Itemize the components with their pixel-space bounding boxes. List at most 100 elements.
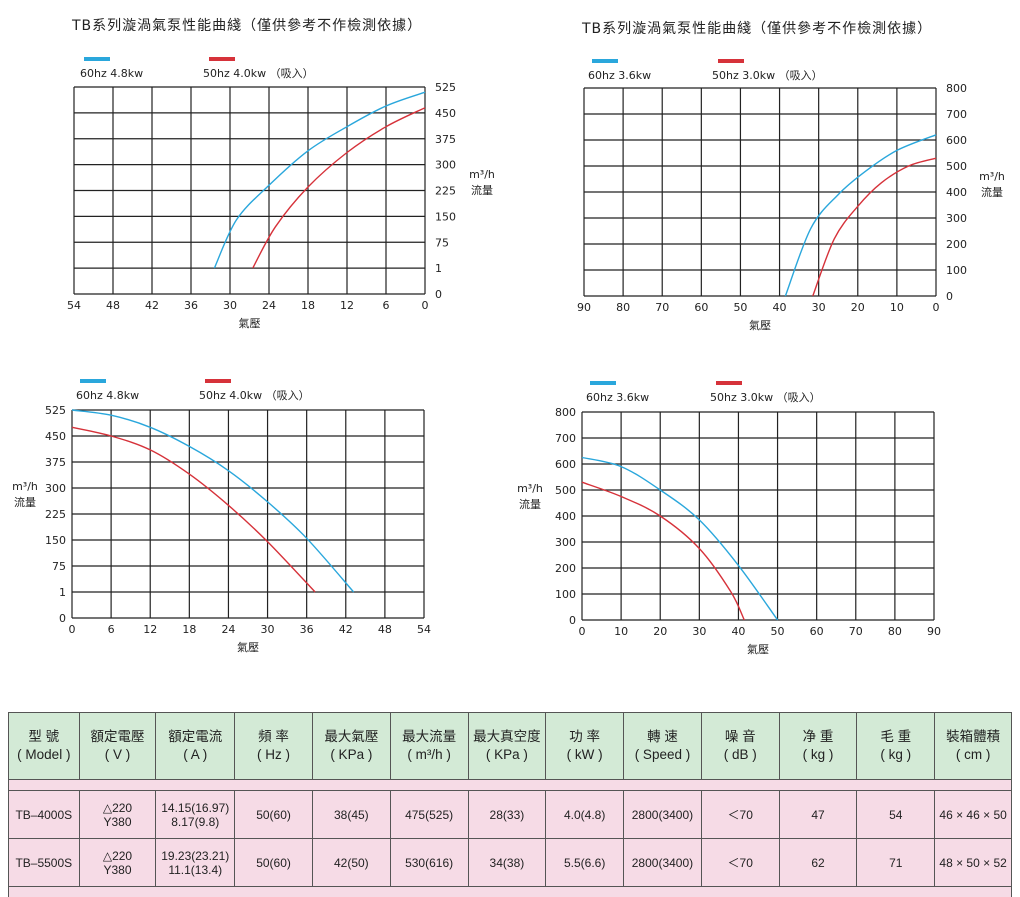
x-tick-label: 42 bbox=[339, 623, 353, 636]
y-tick-label: 375 bbox=[45, 456, 66, 469]
cell-noise: ＜70 bbox=[700, 838, 780, 887]
y-tick-label: 300 bbox=[555, 536, 576, 549]
col-voltage: 額定電壓( V ) bbox=[78, 712, 157, 780]
series-line-60hz bbox=[784, 134, 937, 297]
x-tick-label: 24 bbox=[262, 299, 276, 312]
spec-table-header: 型 號( Model ) 額定電壓( V ) 額定電流( A ) 頻 率( Hz… bbox=[8, 712, 1012, 780]
series-line-60hz bbox=[581, 456, 779, 621]
cell-net-weight: 47 bbox=[778, 790, 858, 839]
y-tick-label: 700 bbox=[555, 432, 576, 445]
cell-box-volume: 48 × 50 × 52 bbox=[934, 838, 1012, 887]
y-axis-label: 流量 bbox=[471, 183, 493, 197]
y-tick-label: 800 bbox=[555, 406, 576, 419]
y-axis-unit: m³/h bbox=[517, 482, 543, 495]
y-tick-label: 150 bbox=[435, 210, 456, 223]
x-tick-label: 36 bbox=[300, 623, 314, 636]
y-tick-label: 525 bbox=[435, 81, 456, 94]
table-row: TB–5500S △220 Y380 19.23(23.21) 11.1(13.4)… bbox=[8, 838, 1012, 887]
cell-max-pressure: 42(50) bbox=[311, 838, 391, 887]
y-axis-label: 流量 bbox=[981, 185, 1003, 199]
y-tick-label: 1 bbox=[59, 586, 66, 599]
col-box-volume: 裝箱體積( cm ) bbox=[934, 712, 1012, 780]
y-tick-label: 225 bbox=[45, 508, 66, 521]
x-tick-label: 0 bbox=[579, 625, 586, 638]
col-max-pressure: 最大氣壓( KPa ) bbox=[311, 712, 391, 780]
x-tick-label: 80 bbox=[888, 625, 902, 638]
x-tick-label: 30 bbox=[261, 623, 275, 636]
y-axis-label: 流量 bbox=[519, 497, 541, 511]
legend-label-60hz: 60hz 3.6kw bbox=[586, 391, 649, 404]
y-tick-label: 200 bbox=[555, 562, 576, 575]
cell-voltage: △220 Y380 bbox=[78, 790, 157, 839]
x-tick-label: 40 bbox=[773, 301, 787, 314]
col-max-vacuum: 最大真空度( KPa ) bbox=[467, 712, 547, 780]
x-tick-label: 42 bbox=[145, 299, 159, 312]
x-axis-label: 氣壓 bbox=[237, 640, 259, 654]
y-tick-label: 0 bbox=[946, 290, 953, 303]
y-tick-label: 150 bbox=[45, 534, 66, 547]
series-line-50hz bbox=[71, 426, 316, 593]
col-gross-weight: 毛 重( kg ) bbox=[856, 712, 936, 780]
x-tick-label: 0 bbox=[422, 299, 429, 312]
legend-swatch-50hz bbox=[205, 379, 231, 383]
cell-max-flow: 530(616) bbox=[389, 838, 469, 887]
spec-table: 型 號( Model ) 額定電壓( V ) 額定電流( A ) 頻 率( Hz… bbox=[8, 712, 1012, 897]
y-axis-unit: m³/h bbox=[469, 168, 495, 181]
series-line-50hz bbox=[581, 481, 745, 621]
cell-gross-weight: 54 bbox=[856, 790, 936, 839]
y-tick-label: 75 bbox=[52, 560, 66, 573]
col-speed: 轉 速( Speed ) bbox=[623, 712, 702, 780]
x-tick-label: 80 bbox=[616, 301, 630, 314]
y-tick-label: 0 bbox=[59, 612, 66, 625]
table-spacer bbox=[8, 886, 1012, 897]
y-axis-unit: m³/h bbox=[979, 170, 1005, 183]
legend-swatch-60hz bbox=[80, 379, 106, 383]
x-tick-label: 12 bbox=[340, 299, 354, 312]
x-tick-label: 0 bbox=[69, 623, 76, 636]
legend-label-50hz: 50hz 4.0kw （吸入） bbox=[203, 67, 314, 80]
x-tick-label: 0 bbox=[933, 301, 940, 314]
cell-power: 5.5(6.6) bbox=[545, 838, 625, 887]
series-line-50hz bbox=[252, 107, 426, 269]
y-tick-label: 100 bbox=[555, 588, 576, 601]
legend-swatch-60hz bbox=[84, 57, 110, 61]
y-tick-label: 300 bbox=[435, 159, 456, 172]
y-tick-label: 0 bbox=[569, 614, 576, 627]
chart-2-title: TB系列漩渦氣泵性能曲綫（僅供參考不作檢測依據） bbox=[582, 21, 933, 37]
x-tick-label: 70 bbox=[849, 625, 863, 638]
performance-charts: 54 48 42 36 30 24 18 12 6 05254503753002251507510… bbox=[12, 57, 1005, 656]
y-axis-unit: m³/h bbox=[12, 480, 38, 493]
y-tick-label: 300 bbox=[45, 482, 66, 495]
y-tick-label: 375 bbox=[435, 133, 456, 146]
cell-frequency: 50(60) bbox=[234, 838, 313, 887]
cell-gross-weight: 71 bbox=[856, 838, 936, 887]
legend-label-60hz: 60hz 4.8kw bbox=[80, 67, 143, 80]
y-tick-label: 600 bbox=[946, 134, 967, 147]
y-axis-label: 流量 bbox=[14, 495, 36, 509]
cell-model: TB–4000S bbox=[8, 790, 80, 839]
x-tick-label: 18 bbox=[301, 299, 315, 312]
y-tick-label: 200 bbox=[946, 238, 967, 251]
legend-label-50hz: 50hz 3.0kw （吸入） bbox=[710, 391, 821, 404]
chart-1-title: TB系列漩渦氣泵性能曲綫（僅供參考不作檢測依據） bbox=[72, 18, 423, 34]
x-tick-label: 48 bbox=[106, 299, 120, 312]
legend-swatch-50hz bbox=[209, 57, 235, 61]
x-tick-label: 10 bbox=[614, 625, 628, 638]
y-tick-label: 75 bbox=[435, 236, 449, 249]
x-tick-label: 30 bbox=[692, 625, 706, 638]
y-tick-label: 400 bbox=[946, 186, 967, 199]
table-row: TB–4000S △220 Y380 14.15(16.97) 8.17(9.8) … bbox=[8, 790, 1012, 839]
x-tick-label: 48 bbox=[378, 623, 392, 636]
x-tick-label: 54 bbox=[67, 299, 81, 312]
x-tick-label: 18 bbox=[182, 623, 196, 636]
y-tick-label: 450 bbox=[435, 107, 456, 120]
cell-max-pressure: 38(45) bbox=[311, 790, 391, 839]
y-tick-label: 800 bbox=[946, 82, 967, 95]
x-tick-label: 24 bbox=[221, 623, 235, 636]
cell-speed: 2800(3400) bbox=[623, 838, 702, 887]
cell-net-weight: 62 bbox=[778, 838, 858, 887]
cell-voltage: △220 Y380 bbox=[78, 838, 157, 887]
x-tick-label: 90 bbox=[927, 625, 941, 638]
x-tick-label: 70 bbox=[655, 301, 669, 314]
cell-current: 14.15(16.97) 8.17(9.8) bbox=[155, 790, 236, 839]
